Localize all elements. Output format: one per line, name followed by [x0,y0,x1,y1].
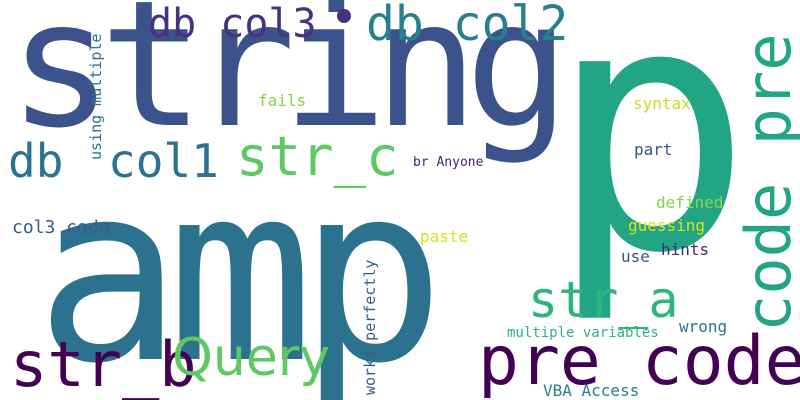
word-part: part [634,140,673,159]
dot-mark [337,9,351,23]
word-str-a: str_a [528,271,679,329]
word-db-col2: db col2 [366,0,569,52]
word-string: string [8,0,570,167]
word-fails: fails [258,91,307,110]
word-db: db [8,134,64,188]
word-use: use [621,247,650,266]
word-amp: amp [35,132,445,400]
word-br-anyone: br Anyone [413,155,484,170]
word-paste: paste [420,227,469,246]
word-query: Query [172,328,331,388]
word-db-col3: db col3 [148,1,317,47]
word-col3-code: col3 code [12,217,110,238]
word-vba-access: VBA Access [543,381,640,400]
word-col1: col1 [108,134,219,188]
word-works-perfectly: works perfectly [361,259,379,395]
word-guessing: guessing [628,216,706,235]
word-defined: defined [656,193,724,212]
word-hints: hints [661,240,710,259]
word-using-multiple: using multiple [87,33,105,160]
word-multiple-variables: multiple variables [507,325,659,341]
word-pre-code: pre code [478,322,800,400]
word-code-pre: code pre [732,33,800,332]
word-syntax: syntax [633,94,691,113]
word-p: p [548,0,753,328]
word-str-c: str_c [236,125,399,188]
word-wrong: wrong [679,317,728,336]
word-str-b: str_b [10,328,197,400]
